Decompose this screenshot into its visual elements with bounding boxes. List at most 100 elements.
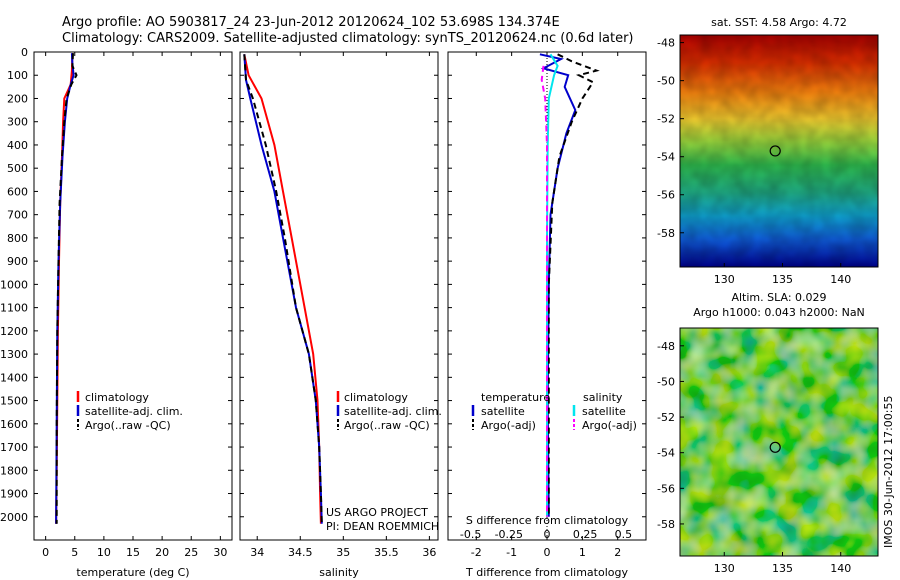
series-line-salinity-argo-adj- xyxy=(540,65,548,517)
y-tick-label: 700 xyxy=(7,209,28,222)
map-y-tick-label: -48 xyxy=(657,37,675,50)
x-top-tick-label: 0.5 xyxy=(615,528,633,541)
project-annotation-line1: US ARGO PROJECT xyxy=(326,506,428,519)
map-y-tick-label: -56 xyxy=(657,482,675,495)
difference-xlabel-top: S difference from climatology xyxy=(466,514,629,527)
x-tick-label: -1 xyxy=(506,546,517,559)
map-y-tick-label: -54 xyxy=(657,151,675,164)
legend-title-salinity: salinity xyxy=(583,391,623,404)
map-y-tick-label: -50 xyxy=(657,375,675,388)
series-line-salinity-satellite xyxy=(546,53,559,517)
x-tick-label: 35 xyxy=(336,546,350,559)
sst-map-frame xyxy=(679,34,879,268)
temperature-legend: climatology satellite-adj. clim. Argo(..… xyxy=(76,391,183,432)
x-tick-label: 0 xyxy=(544,546,551,559)
y-tick-label: 0 xyxy=(21,46,28,59)
project-annotation-line2: PI: DEAN ROEMMICH xyxy=(326,520,439,533)
sla-map-title-line1: Altim. SLA: 0.029 xyxy=(731,291,826,304)
legend-label-temp-satellite: satellite xyxy=(481,405,525,418)
series-line-satellite-adj-clim- xyxy=(55,53,75,524)
legend-label-climatology: climatology xyxy=(344,391,408,404)
y-tick-label: 1600 xyxy=(0,418,28,431)
header-line2: Climatology: CARS2009. Satellite-adjuste… xyxy=(62,31,634,46)
x-tick-label: 30 xyxy=(213,546,227,559)
x-top-tick-label: -0.25 xyxy=(495,528,523,541)
x-tick-label: 2 xyxy=(614,546,621,559)
map-x-tick-label: 135 xyxy=(772,562,793,575)
x-tick-label: 36 xyxy=(422,546,436,559)
map-x-tick-label: 130 xyxy=(714,273,735,286)
x-tick-label: 1 xyxy=(579,546,586,559)
y-tick-label: 1700 xyxy=(0,441,28,454)
x-tick-label: 34.5 xyxy=(288,546,313,559)
legend-title-temperature: temperature xyxy=(481,391,550,404)
x-tick-label: 25 xyxy=(184,546,198,559)
map-x-tick-label: 135 xyxy=(772,273,793,286)
salinity-axes xyxy=(239,51,439,541)
y-tick-label: 800 xyxy=(7,232,28,245)
map-y-tick-label: -54 xyxy=(657,447,675,460)
map-x-tick-label: 140 xyxy=(830,562,851,575)
sla-map-frame xyxy=(679,327,879,557)
series-line-temperature-satellite xyxy=(539,53,577,517)
map-y-tick-label: -48 xyxy=(657,340,675,353)
y-tick-label: 300 xyxy=(7,116,28,129)
y-tick-label: 1400 xyxy=(0,371,28,384)
legend-label-temp-argo: Argo(-adj) xyxy=(481,419,536,432)
y-tick-label: 1800 xyxy=(0,464,28,477)
map-x-tick-label: 140 xyxy=(830,273,851,286)
argo-location-marker xyxy=(769,145,781,157)
y-tick-label: 400 xyxy=(7,139,28,152)
map-y-tick-label: -58 xyxy=(657,227,675,240)
x-tick-label: 10 xyxy=(97,546,111,559)
y-tick-label: 1100 xyxy=(0,302,28,315)
y-tick-label: 2000 xyxy=(0,511,28,524)
x-tick-label: 15 xyxy=(126,546,140,559)
salinity-legend: climatology satellite-adj. clim. Argo(..… xyxy=(336,391,442,432)
sla-map-title-line2: Argo h1000: 0.043 h2000: NaN xyxy=(693,306,865,319)
difference-xlabel: T difference from climatology xyxy=(465,566,628,579)
temperature-xlabel: temperature (deg C) xyxy=(76,566,189,579)
map-x-tick-label: 130 xyxy=(714,562,735,575)
map-y-tick-label: -56 xyxy=(657,189,675,202)
x-tick-label: 34 xyxy=(250,546,264,559)
x-tick-label: 35.5 xyxy=(374,546,399,559)
map-y-tick-label: -58 xyxy=(657,518,675,531)
legend-label-climatology: climatology xyxy=(85,391,149,404)
y-tick-label: 1200 xyxy=(0,325,28,338)
header-line1: Argo profile: AO 5903817_24 23-Jun-2012 … xyxy=(62,15,560,30)
series-line-argo-raw-qc- xyxy=(243,54,323,524)
series-line-satellite-adj-clim- xyxy=(243,54,323,524)
difference-legend: temperature satellite Argo(-adj) salinit… xyxy=(471,391,637,432)
y-tick-label: 900 xyxy=(7,255,28,268)
series-line-temperature-argo-adj- xyxy=(547,53,600,517)
sst-map-title: sat. SST: 4.58 Argo: 4.72 xyxy=(711,16,847,29)
legend-label-satellite: satellite-adj. clim. xyxy=(85,405,183,418)
footer-stamp: IMOS 30-Jun-2012 17:00:55 xyxy=(882,395,895,548)
y-tick-label: 1500 xyxy=(0,395,28,408)
argo-location-marker xyxy=(769,441,781,453)
x-top-tick-label: -0.5 xyxy=(460,528,481,541)
legend-label-satellite: satellite-adj. clim. xyxy=(344,405,442,418)
y-tick-label: 600 xyxy=(7,185,28,198)
sst-map-texture xyxy=(680,35,878,267)
legend-label-argo: Argo(..raw -QC) xyxy=(344,419,430,432)
x-tick-label: 5 xyxy=(71,546,78,559)
x-top-tick-label: 0.25 xyxy=(573,528,598,541)
series-line-argo-raw-qc- xyxy=(55,53,78,524)
salinity-xlabel: salinity xyxy=(319,566,359,579)
legend-label-argo: Argo(..raw -QC) xyxy=(85,419,171,432)
y-tick-label: 1000 xyxy=(0,278,28,291)
x-tick-label: 0 xyxy=(42,546,49,559)
legend-label-sal-satellite: satellite xyxy=(582,405,626,418)
map-y-tick-label: -52 xyxy=(657,411,675,424)
y-tick-label: 1900 xyxy=(0,488,28,501)
y-tick-label: 1300 xyxy=(0,348,28,361)
y-tick-label: 200 xyxy=(7,92,28,105)
map-y-tick-label: -50 xyxy=(657,75,675,88)
sla-map-texture xyxy=(680,328,878,556)
map-y-tick-label: -52 xyxy=(657,113,675,126)
y-tick-label: 500 xyxy=(7,162,28,175)
legend-label-sal-argo: Argo(-adj) xyxy=(582,419,637,432)
